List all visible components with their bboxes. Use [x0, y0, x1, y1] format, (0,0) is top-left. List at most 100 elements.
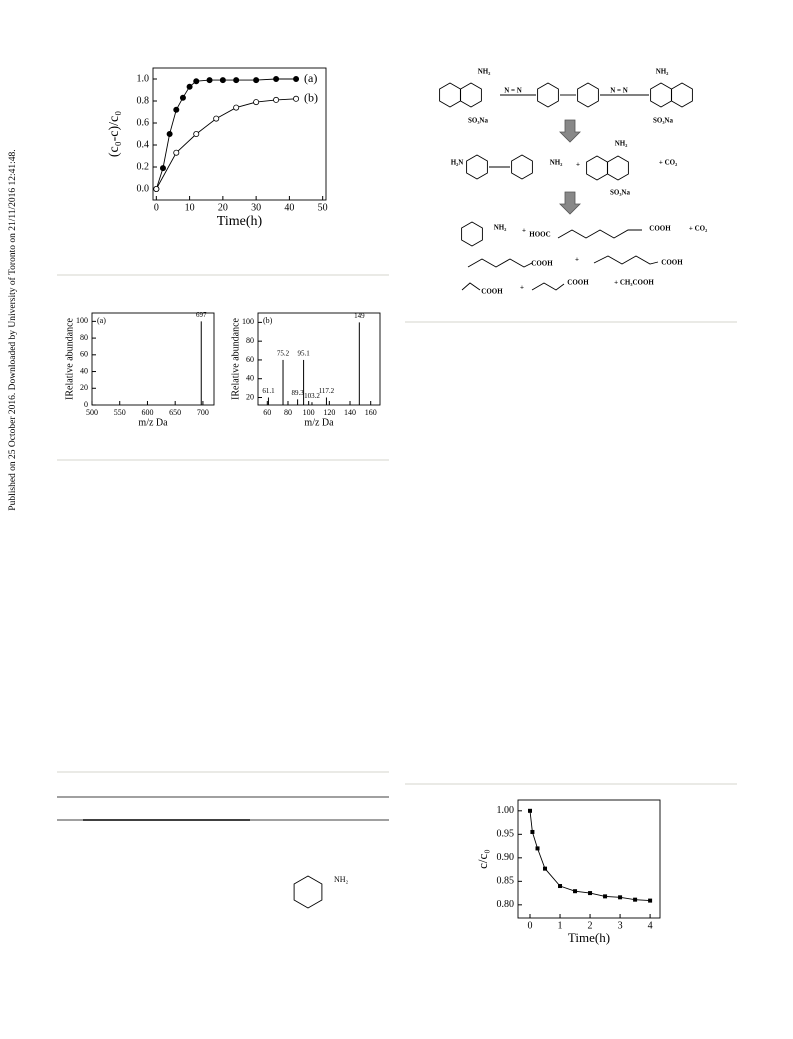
marker: [186, 83, 193, 90]
y-tick-label: 1.0: [137, 73, 150, 84]
plot-frame: [517, 799, 661, 919]
x-tick-label: 100: [303, 408, 315, 417]
y-tick-label: 0.95: [497, 829, 515, 840]
y-tick-label: 60: [246, 355, 254, 364]
x-axis-label: m/z Da: [304, 417, 334, 428]
chains: [461, 229, 659, 291]
ring: [293, 875, 323, 909]
y-axis-label: (c₀-c)/c₀: [107, 111, 122, 157]
y-tick-label: 1.00: [497, 805, 515, 816]
y-axis-label: IRelative abundance: [230, 317, 241, 399]
marker: [648, 898, 653, 903]
x-tick-label: 0: [154, 202, 159, 213]
chain: [461, 282, 481, 291]
marker: [179, 94, 186, 101]
scheme-label: HOOC: [529, 231, 550, 239]
marker: [573, 889, 578, 894]
peak-label: 697: [196, 311, 207, 319]
marker: [219, 77, 226, 84]
chain: [531, 282, 565, 291]
x-tick-label: 600: [141, 408, 153, 417]
sidebar: Published on 25 October 2016. Downloaded…: [7, 149, 18, 510]
rings: [293, 82, 693, 909]
marker: [166, 130, 173, 137]
y-tick-label: 20: [246, 392, 254, 401]
marker: [618, 895, 623, 900]
y-axis-label: c/c₀: [475, 849, 490, 869]
ring: [607, 155, 629, 181]
peak-label: 75.2: [277, 350, 290, 358]
separators: [57, 274, 737, 785]
marker: [193, 78, 200, 85]
marker: [293, 95, 300, 102]
y-tick-label: 0.2: [137, 161, 150, 172]
ring: [511, 154, 533, 180]
ring: [671, 82, 693, 108]
scheme-label: +: [522, 227, 526, 235]
marker: [273, 76, 280, 83]
panel-label: (b): [263, 316, 273, 325]
marker: [535, 846, 540, 851]
marker: [603, 894, 608, 899]
x-tick-label: 3: [618, 920, 623, 931]
x-tick-label: 160: [365, 408, 377, 417]
y-tick-label: 40: [80, 366, 88, 375]
marker: [173, 106, 180, 113]
x-tick-label: 0: [528, 920, 533, 931]
ring: [537, 82, 559, 108]
ring: [460, 82, 482, 108]
marker: [528, 808, 533, 813]
marker: [193, 130, 200, 137]
peak-label: 103.2: [304, 392, 320, 400]
scheme-label: NH₂: [656, 68, 669, 76]
scheme-label: +: [576, 161, 580, 169]
arrow: [559, 119, 581, 143]
structure-label: NH₂: [334, 875, 349, 884]
marker: [558, 884, 563, 889]
scheme-label: COOH: [481, 288, 503, 296]
scheme-label: N = N: [504, 87, 522, 95]
scheme-label: +: [575, 256, 579, 264]
series-line: [155, 98, 297, 190]
scheme-label: COOH: [567, 279, 589, 287]
y-tick-label: 80: [246, 336, 254, 345]
peak-label: 61.1: [262, 387, 275, 395]
x-axis-label: Time(h): [217, 214, 263, 229]
table-rules: [57, 796, 389, 821]
plot-frame: [91, 312, 215, 406]
arrows: [559, 119, 581, 215]
scheme-label: SO₃Na: [653, 117, 673, 125]
scheme-label: + CH₃COOH: [614, 279, 654, 287]
marker: [173, 149, 180, 156]
legend-label: (b): [304, 91, 318, 105]
scheme-label: SO₃Na: [468, 117, 488, 125]
ring: [577, 82, 599, 108]
peak-label: 95.1: [297, 350, 310, 358]
ring: [466, 154, 488, 180]
x-tick-label: 140: [344, 408, 356, 417]
x-tick-label: 1: [558, 920, 563, 931]
marker: [293, 76, 300, 83]
scheme-label: +: [520, 284, 524, 292]
arrow: [559, 191, 581, 215]
peak-label: 89.3: [291, 389, 304, 397]
x-tick-label: 500: [86, 408, 98, 417]
x-tick-label: 80: [284, 408, 292, 417]
x-tick-label: 50: [318, 202, 328, 213]
y-tick-label: 60: [80, 350, 88, 359]
ring: [461, 221, 483, 247]
scheme-label: COOH: [531, 260, 553, 268]
scheme-label: N = N: [610, 87, 628, 95]
y-tick-label: 20: [80, 383, 88, 392]
marker: [588, 891, 593, 896]
marker: [153, 185, 160, 192]
y-tick-label: 0.90: [497, 852, 515, 863]
y-tick-label: 0.8: [137, 95, 150, 106]
scheme-label: NH₂: [615, 140, 628, 148]
x-tick-label: 550: [114, 408, 126, 417]
scheme-label: NH₂: [478, 68, 491, 76]
x-tick-label: 10: [185, 202, 195, 213]
y-tick-label: 40: [246, 374, 254, 383]
y-tick-label: 0.6: [137, 117, 150, 128]
